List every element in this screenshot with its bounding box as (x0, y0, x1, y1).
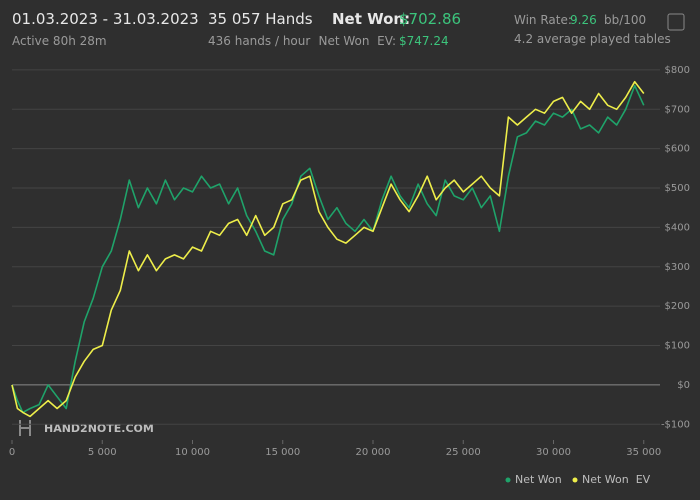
ev-label: Net Won EV: (318, 34, 396, 48)
x-tick-label: 35 000 (626, 447, 661, 458)
x-tick-label: 30 000 (536, 447, 571, 458)
date-range: 01.03.2023 - 31.03.2023 (12, 10, 199, 28)
y-tick-label: $100 (665, 341, 690, 352)
y-tick-label: $700 (665, 104, 690, 115)
series-line (11, 84, 645, 414)
win-rate-label: Win Rate: (514, 13, 572, 27)
legend-swatch (572, 477, 578, 483)
legend-label: Net Won EV (582, 473, 651, 486)
hands-rate: 436 hands / hour (208, 34, 311, 48)
legend-swatch (505, 477, 511, 483)
y-tick-label: $0 (677, 380, 690, 391)
legend-label: Net Won (515, 473, 562, 486)
x-tick-label: 15 000 (265, 447, 300, 458)
y-tick-label: $600 (665, 144, 690, 155)
y-tick-label: -$100 (661, 419, 690, 430)
x-tick-label: 25 000 (446, 447, 481, 458)
watermark-logo (19, 420, 31, 436)
tables: 4.2 average played tables (514, 32, 671, 46)
win-rate-value: 9.26 (570, 13, 597, 27)
y-tick-label: $400 (665, 222, 690, 233)
active-time: Active 80h 28m (12, 34, 107, 48)
x-tick-label: 5 000 (88, 447, 117, 458)
x-tick-label: 20 000 (356, 447, 391, 458)
y-tick-label: $500 (665, 183, 690, 194)
series-line (11, 80, 645, 418)
ev-value: $747.24 (399, 34, 449, 48)
net-won-label: Net Won: (332, 10, 411, 28)
y-tick-label: $800 (665, 65, 690, 76)
net-won-value: $702.86 (399, 10, 462, 28)
x-tick-label: 10 000 (175, 447, 210, 458)
win-rate-unit: bb/100 (604, 13, 647, 27)
y-tick-label: $200 (665, 301, 690, 312)
options-icon[interactable] (667, 13, 685, 31)
watermark: HAND2NOTE.COM (44, 422, 154, 435)
hands: 35 057 Hands (208, 10, 313, 28)
y-tick-label: $300 (665, 262, 690, 273)
x-tick-label: 0 (9, 447, 15, 458)
